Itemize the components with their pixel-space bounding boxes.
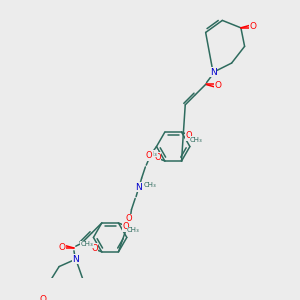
Text: CH₃: CH₃ xyxy=(190,136,203,142)
Text: O: O xyxy=(125,214,132,224)
Text: O: O xyxy=(91,244,98,253)
Text: O: O xyxy=(154,153,161,162)
Text: N: N xyxy=(210,68,216,77)
Text: N: N xyxy=(136,183,142,192)
Text: O: O xyxy=(214,81,221,90)
Text: O: O xyxy=(186,131,192,140)
Text: O: O xyxy=(123,222,129,231)
Text: O: O xyxy=(58,243,65,252)
Text: CH₃: CH₃ xyxy=(127,227,140,233)
Text: O: O xyxy=(40,295,47,300)
Text: O: O xyxy=(146,151,152,160)
Text: CH₃: CH₃ xyxy=(145,151,157,157)
Text: CH₃: CH₃ xyxy=(81,242,93,248)
Text: CH₃: CH₃ xyxy=(144,182,156,188)
Text: O: O xyxy=(249,22,256,32)
Text: N: N xyxy=(72,255,79,264)
